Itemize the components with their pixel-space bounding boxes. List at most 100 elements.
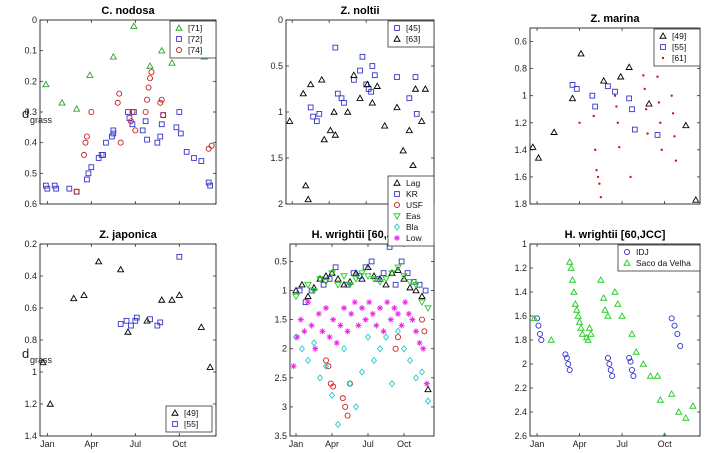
data-point	[198, 158, 205, 164]
plot-area	[530, 49, 700, 203]
data-point	[657, 101, 661, 104]
data-point	[405, 310, 412, 317]
data-point	[127, 118, 134, 125]
data-point	[341, 345, 347, 353]
data-point	[363, 80, 372, 88]
data-point	[392, 345, 399, 352]
data-point	[341, 305, 347, 311]
data-point	[399, 146, 407, 154]
panel-title: C. nodosa	[101, 5, 155, 17]
axes-frame	[39, 243, 217, 437]
data-point	[124, 328, 132, 335]
data-point	[157, 46, 166, 54]
panel-title: H. wrightii [60,JCC]	[312, 229, 413, 241]
legend-marker	[394, 201, 401, 208]
data-point	[530, 314, 539, 322]
series-61	[578, 74, 678, 199]
data-point	[319, 328, 326, 335]
data-point	[611, 288, 619, 295]
data-point	[117, 139, 124, 146]
data-point	[404, 270, 411, 276]
data-point	[626, 355, 633, 362]
data-point	[646, 132, 649, 135]
legend-label: [61]	[672, 53, 686, 63]
data-point	[566, 367, 573, 374]
data-point	[592, 103, 599, 110]
series-63	[286, 71, 430, 203]
data-point	[642, 74, 645, 77]
data-point	[573, 86, 580, 92]
data-point	[177, 130, 184, 137]
y-tick-label: 2	[278, 199, 283, 209]
series-idj	[534, 315, 684, 380]
data-point	[43, 182, 49, 189]
data-point	[599, 76, 608, 84]
data-point	[154, 322, 161, 329]
data-point	[421, 328, 428, 335]
data-point	[296, 287, 303, 294]
x-tick-label: Oct	[658, 439, 673, 449]
data-point	[323, 357, 330, 364]
data-point	[312, 345, 319, 352]
data-point	[425, 397, 431, 405]
data-point	[326, 276, 333, 282]
data-point	[340, 273, 348, 280]
legend-label: [74]	[188, 45, 202, 55]
y-tick-label: 0.4	[24, 138, 37, 148]
data-point	[114, 99, 121, 106]
data-point	[139, 127, 146, 134]
data-point	[391, 305, 398, 311]
data-point	[597, 276, 605, 283]
data-point	[398, 258, 405, 265]
data-point	[94, 257, 103, 265]
series-55	[569, 82, 661, 138]
y-tick-label: 0.6	[24, 199, 37, 209]
data-point	[362, 316, 369, 323]
data-point	[418, 299, 426, 307]
axes-frame	[529, 243, 701, 437]
y-tick-label: 0.8	[24, 335, 37, 345]
data-point	[350, 71, 358, 78]
data-point	[412, 74, 419, 80]
data-point	[85, 170, 92, 177]
y-tick-label: 1	[522, 91, 527, 101]
ylabel-top: d	[22, 106, 29, 121]
data-point	[308, 322, 315, 329]
data-point	[575, 318, 584, 325]
data-point	[614, 300, 622, 307]
data-point	[352, 276, 360, 283]
data-point	[420, 345, 427, 352]
data-point	[157, 296, 166, 303]
data-point	[405, 126, 414, 134]
y-tick-label: 1.2	[514, 263, 527, 273]
legend: [49][55][61]	[653, 28, 701, 67]
data-point	[565, 258, 574, 265]
data-point	[95, 155, 102, 161]
panel-h-wrightii-b: H. wrightii [60,JCC] 1 1.2 1.4 1.6 1.8 2 2.2 2.4…	[514, 229, 701, 449]
data-point	[58, 98, 66, 106]
legend-label: [45]	[406, 23, 420, 33]
data-point	[424, 385, 432, 393]
data-point	[307, 104, 314, 111]
data-point	[325, 363, 332, 370]
data-point	[592, 114, 595, 118]
data-point	[409, 316, 416, 323]
legend-marker	[624, 248, 631, 255]
data-point	[616, 72, 625, 80]
data-point	[304, 195, 312, 203]
series-eas	[292, 264, 432, 312]
data-point	[629, 367, 636, 374]
data-point	[110, 130, 117, 137]
data-point	[168, 296, 176, 303]
y-tick-label: 0.2	[24, 239, 37, 249]
data-point	[613, 94, 617, 97]
data-point	[656, 396, 665, 403]
data-point	[322, 272, 330, 279]
legend-label: [55]	[672, 42, 686, 52]
data-point	[126, 115, 133, 121]
data-point	[550, 128, 558, 135]
data-point	[304, 292, 312, 300]
y-tick-label: 0.3	[24, 107, 37, 117]
data-point	[380, 121, 389, 129]
